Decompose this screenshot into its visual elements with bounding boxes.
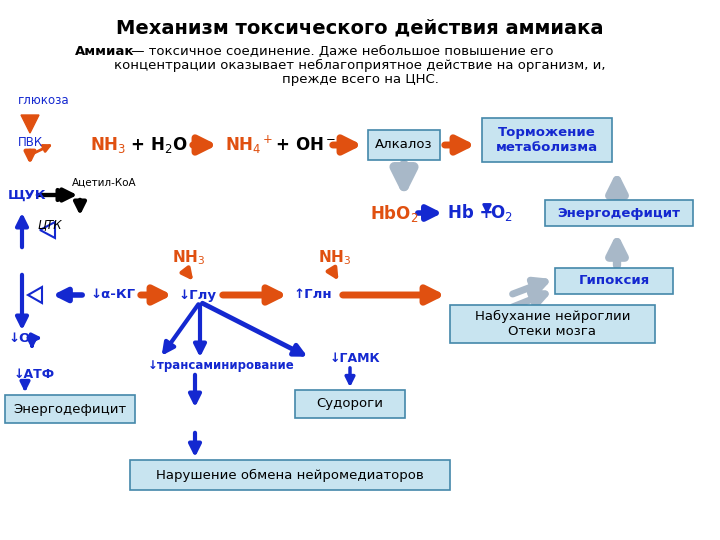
FancyBboxPatch shape (368, 130, 440, 160)
Text: HbO$_2$: HbO$_2$ (370, 202, 418, 224)
Text: Алкалоз: Алкалоз (375, 138, 433, 152)
Text: Энергодефицит: Энергодефицит (14, 402, 127, 415)
Text: глюкоза: глюкоза (18, 93, 70, 106)
FancyBboxPatch shape (130, 460, 450, 490)
FancyBboxPatch shape (555, 268, 673, 294)
Text: + OH$^-$: + OH$^-$ (270, 136, 336, 154)
Text: ЩУК: ЩУК (8, 188, 47, 201)
Text: ↓АТФ: ↓АТФ (14, 368, 55, 381)
Text: прежде всего на ЦНС.: прежде всего на ЦНС. (282, 73, 438, 86)
Text: Механизм токсического действия аммиака: Механизм токсического действия аммиака (116, 18, 604, 37)
Text: NH$_3$: NH$_3$ (90, 135, 126, 155)
Text: ПВК: ПВК (18, 137, 43, 150)
Text: — токсичное соединение. Даже небольшое повышение его: — токсичное соединение. Даже небольшое п… (127, 45, 554, 58)
Text: Торможение
метаболизма: Торможение метаболизма (496, 126, 598, 154)
Text: ↓трансаминирование: ↓трансаминирование (148, 359, 294, 372)
Text: O$_2$: O$_2$ (490, 203, 513, 223)
Text: ↑Глн: ↑Глн (293, 288, 332, 301)
Text: ↓Глу: ↓Глу (178, 288, 216, 301)
Text: концентрации оказывает неблагоприятное действие на организм, и,: концентрации оказывает неблагоприятное д… (114, 59, 606, 72)
Text: Hb +: Hb + (448, 204, 493, 222)
FancyBboxPatch shape (295, 390, 405, 418)
Text: Энергодефицит: Энергодефицит (557, 206, 680, 219)
Text: ↓ГАМК: ↓ГАМК (330, 352, 381, 365)
Text: Аммиак: Аммиак (75, 45, 135, 58)
FancyBboxPatch shape (545, 200, 693, 226)
Text: NH$_4$$^+$: NH$_4$$^+$ (225, 134, 274, 156)
Text: Набухание нейроглии
Отеки мозга: Набухание нейроглии Отеки мозга (474, 310, 630, 338)
Text: ↓O₂: ↓O₂ (8, 332, 36, 345)
Text: Судороги: Судороги (317, 397, 384, 410)
Text: Нарушение обмена нейромедиаторов: Нарушение обмена нейромедиаторов (156, 469, 424, 482)
FancyBboxPatch shape (482, 118, 612, 162)
FancyBboxPatch shape (5, 395, 135, 423)
Text: Гипоксия: Гипоксия (578, 274, 649, 287)
Text: + H$_2$O: + H$_2$O (125, 135, 188, 155)
Text: Ацетил-КоА: Ацетил-КоА (72, 178, 137, 188)
FancyBboxPatch shape (450, 305, 655, 343)
Text: ↓α-КГ: ↓α-КГ (90, 288, 135, 301)
Text: NH$_3$: NH$_3$ (318, 248, 351, 267)
Text: NH$_3$: NH$_3$ (172, 248, 205, 267)
Polygon shape (21, 115, 39, 133)
Text: ЦТК: ЦТК (38, 219, 63, 232)
